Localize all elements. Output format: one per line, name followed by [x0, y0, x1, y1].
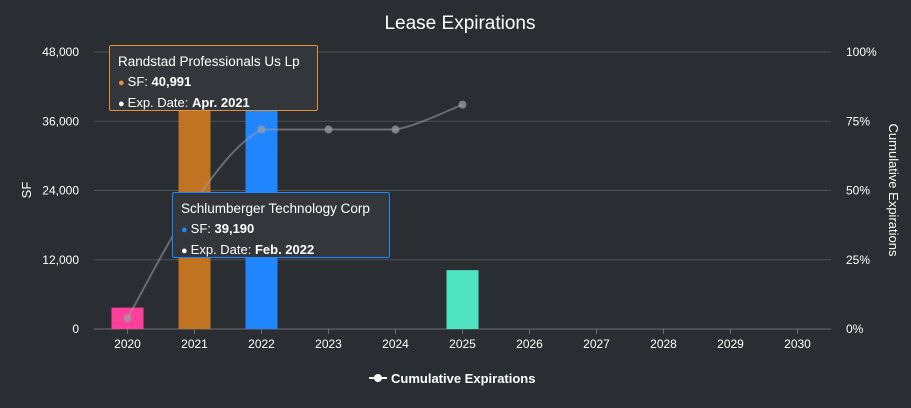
x-tick-label: 2020 [114, 337, 141, 351]
tooltip-sf-value: 40,991 [151, 74, 192, 89]
cumulative-point-2022[interactable] [257, 125, 266, 134]
bullet-icon: ● [181, 224, 188, 236]
cumulative-point-2025[interactable] [458, 100, 467, 109]
cumulative-point-2023[interactable] [324, 125, 333, 134]
y2-tick-label: 0% [846, 322, 864, 336]
y2-tick-label: 50% [846, 184, 870, 198]
legend-label: Cumulative Expirations [391, 371, 535, 386]
tooltip-sf-row: ● SF: 39,190 [181, 219, 381, 240]
y-axis-title: SF [19, 182, 34, 199]
y-tick-label: 48,000 [42, 45, 79, 59]
y2-tick-label: 100% [846, 45, 877, 59]
y-tick-label: 12,000 [42, 253, 79, 267]
y2-tick-label: 75% [846, 114, 870, 128]
tooltip-date-row: ● Exp. Date: Feb. 2022 [181, 240, 381, 261]
bar-2025[interactable] [446, 270, 479, 329]
y-tick-label: 0 [72, 322, 79, 336]
cumulative-point-2020[interactable] [123, 314, 132, 323]
tooltip-sf-value: 39,190 [214, 221, 255, 236]
x-tick-label: 2027 [583, 337, 610, 351]
bullet-icon: ● [118, 77, 125, 89]
x-tick-label: 2025 [449, 337, 476, 351]
x-tick-label: 2021 [181, 337, 208, 351]
tooltip-sf-row: ● SF: 40,991 [118, 72, 309, 93]
tooltip-schlumberger: Schlumberger Technology Corp ● SF: 39,190… [172, 192, 390, 258]
x-tick-label: 2029 [717, 337, 744, 351]
x-tick-label: 2030 [784, 337, 811, 351]
legend-marker-symbol [374, 374, 382, 382]
bullet-icon: ● [118, 98, 125, 110]
tooltip-date-value: Apr. 2021 [191, 95, 250, 110]
tooltip-tenant-name: Randstad Professionals Us Lp [118, 54, 300, 69]
x-tick-label: 2026 [516, 337, 543, 351]
x-tick-label: 2023 [315, 337, 342, 351]
y2-tick-label: 25% [846, 253, 870, 267]
x-tick-label: 2028 [650, 337, 677, 351]
tooltip-date-label: Exp. Date: [127, 95, 192, 110]
legend-item-cumulative-expirations[interactable]: Cumulative Expirations [369, 371, 535, 386]
tooltip-sf-label: SF: [127, 74, 152, 89]
x-tick-label: 2022 [248, 337, 275, 351]
axes: 0 0% 12,000 25% 24,000 50% 36,000 75% 48,000 100%… [42, 45, 877, 351]
chart-title: Lease Expirations [384, 13, 535, 34]
tooltip-date-row: ● Exp. Date: Apr. 2021 [118, 93, 309, 114]
tooltip-tenant-name: Schlumberger Technology Corp [181, 201, 370, 216]
x-tick-label: 2024 [382, 337, 409, 351]
tooltip-date-label: Exp. Date: [190, 242, 255, 257]
y-tick-label: 24,000 [42, 184, 79, 198]
tooltip-sf-label: SF: [190, 221, 215, 236]
bullet-icon: ● [181, 245, 188, 257]
cumulative-point-2024[interactable] [391, 125, 400, 134]
y2-axis-title: Cumulative Expirations [886, 124, 901, 257]
tooltip-randstad: Randstad Professionals Us Lp ● SF: 40,991… [109, 45, 318, 111]
tooltip-date-value: Feb. 2022 [254, 242, 315, 257]
y-tick-label: 36,000 [42, 114, 79, 128]
